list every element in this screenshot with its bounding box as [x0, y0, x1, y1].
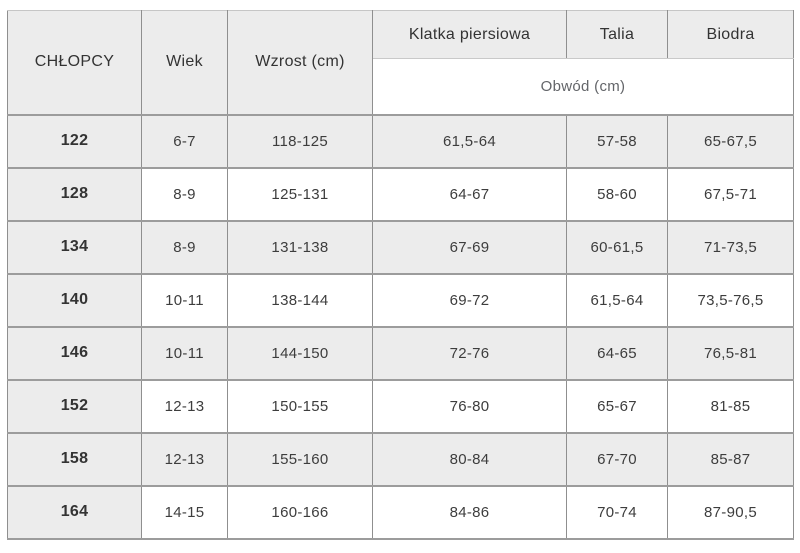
- header-age: Wiek: [141, 10, 228, 116]
- height-cell: 125-131: [227, 166, 373, 222]
- waist-cell: 58-60: [566, 166, 668, 222]
- table-body: 122 6-7 118-125 61,5-64 57-58 65-67,5 12…: [7, 113, 794, 540]
- size-cell: 140: [7, 272, 142, 328]
- height-cell: 160-166: [227, 484, 373, 540]
- waist-cell: 65-67: [566, 378, 668, 434]
- size-cell: 128: [7, 166, 142, 222]
- hips-cell: 85-87: [667, 431, 794, 487]
- size-cell: 164: [7, 484, 142, 540]
- chest-cell: 61,5-64: [372, 113, 567, 169]
- table-row: 152 12-13 150-155 76-80 65-67 81-85: [7, 378, 794, 434]
- table-row: 128 8-9 125-131 64-67 58-60 67,5-71: [7, 166, 794, 222]
- waist-cell: 67-70: [566, 431, 668, 487]
- hips-cell: 73,5-76,5: [667, 272, 794, 328]
- hips-cell: 71-73,5: [667, 219, 794, 275]
- chest-cell: 76-80: [372, 378, 567, 434]
- size-cell: 122: [7, 113, 142, 169]
- table-row: 122 6-7 118-125 61,5-64 57-58 65-67,5: [7, 113, 794, 169]
- table-row: 164 14-15 160-166 84-86 70-74 87-90,5: [7, 484, 794, 540]
- chest-cell: 84-86: [372, 484, 567, 540]
- table-row: 146 10-11 144-150 72-76 64-65 76,5-81: [7, 325, 794, 381]
- hips-cell: 65-67,5: [667, 113, 794, 169]
- age-cell: 14-15: [141, 484, 228, 540]
- table-row: 134 8-9 131-138 67-69 60-61,5 71-73,5: [7, 219, 794, 275]
- table-row: 158 12-13 155-160 80-84 67-70 85-87: [7, 431, 794, 487]
- waist-cell: 70-74: [566, 484, 668, 540]
- height-cell: 155-160: [227, 431, 373, 487]
- hips-cell: 67,5-71: [667, 166, 794, 222]
- table-row: 140 10-11 138-144 69-72 61,5-64 73,5-76,…: [7, 272, 794, 328]
- height-cell: 144-150: [227, 325, 373, 381]
- hips-cell: 81-85: [667, 378, 794, 434]
- size-cell: 152: [7, 378, 142, 434]
- size-chart-table: CHŁOPCY Wiek Wzrost (cm) Klatka piersiow…: [7, 10, 794, 540]
- age-cell: 12-13: [141, 431, 228, 487]
- hips-cell: 87-90,5: [667, 484, 794, 540]
- table-header: CHŁOPCY Wiek Wzrost (cm) Klatka piersiow…: [7, 10, 794, 116]
- header-boys: CHŁOPCY: [7, 10, 142, 116]
- age-cell: 12-13: [141, 378, 228, 434]
- height-cell: 150-155: [227, 378, 373, 434]
- height-cell: 118-125: [227, 113, 373, 169]
- waist-cell: 60-61,5: [566, 219, 668, 275]
- chest-cell: 72-76: [372, 325, 567, 381]
- age-cell: 10-11: [141, 325, 228, 381]
- size-cell: 134: [7, 219, 142, 275]
- header-chest: Klatka piersiowa: [372, 10, 567, 59]
- size-cell: 158: [7, 431, 142, 487]
- waist-cell: 64-65: [566, 325, 668, 381]
- header-circumference: Obwód (cm): [372, 58, 794, 116]
- height-cell: 131-138: [227, 219, 373, 275]
- chest-cell: 80-84: [372, 431, 567, 487]
- age-cell: 10-11: [141, 272, 228, 328]
- header-height: Wzrost (cm): [227, 10, 373, 116]
- header-hips: Biodra: [667, 10, 794, 59]
- age-cell: 8-9: [141, 166, 228, 222]
- height-cell: 138-144: [227, 272, 373, 328]
- waist-cell: 61,5-64: [566, 272, 668, 328]
- age-cell: 8-9: [141, 219, 228, 275]
- chest-cell: 67-69: [372, 219, 567, 275]
- chest-cell: 69-72: [372, 272, 567, 328]
- chest-cell: 64-67: [372, 166, 567, 222]
- waist-cell: 57-58: [566, 113, 668, 169]
- header-waist: Talia: [566, 10, 668, 59]
- age-cell: 6-7: [141, 113, 228, 169]
- hips-cell: 76,5-81: [667, 325, 794, 381]
- size-cell: 146: [7, 325, 142, 381]
